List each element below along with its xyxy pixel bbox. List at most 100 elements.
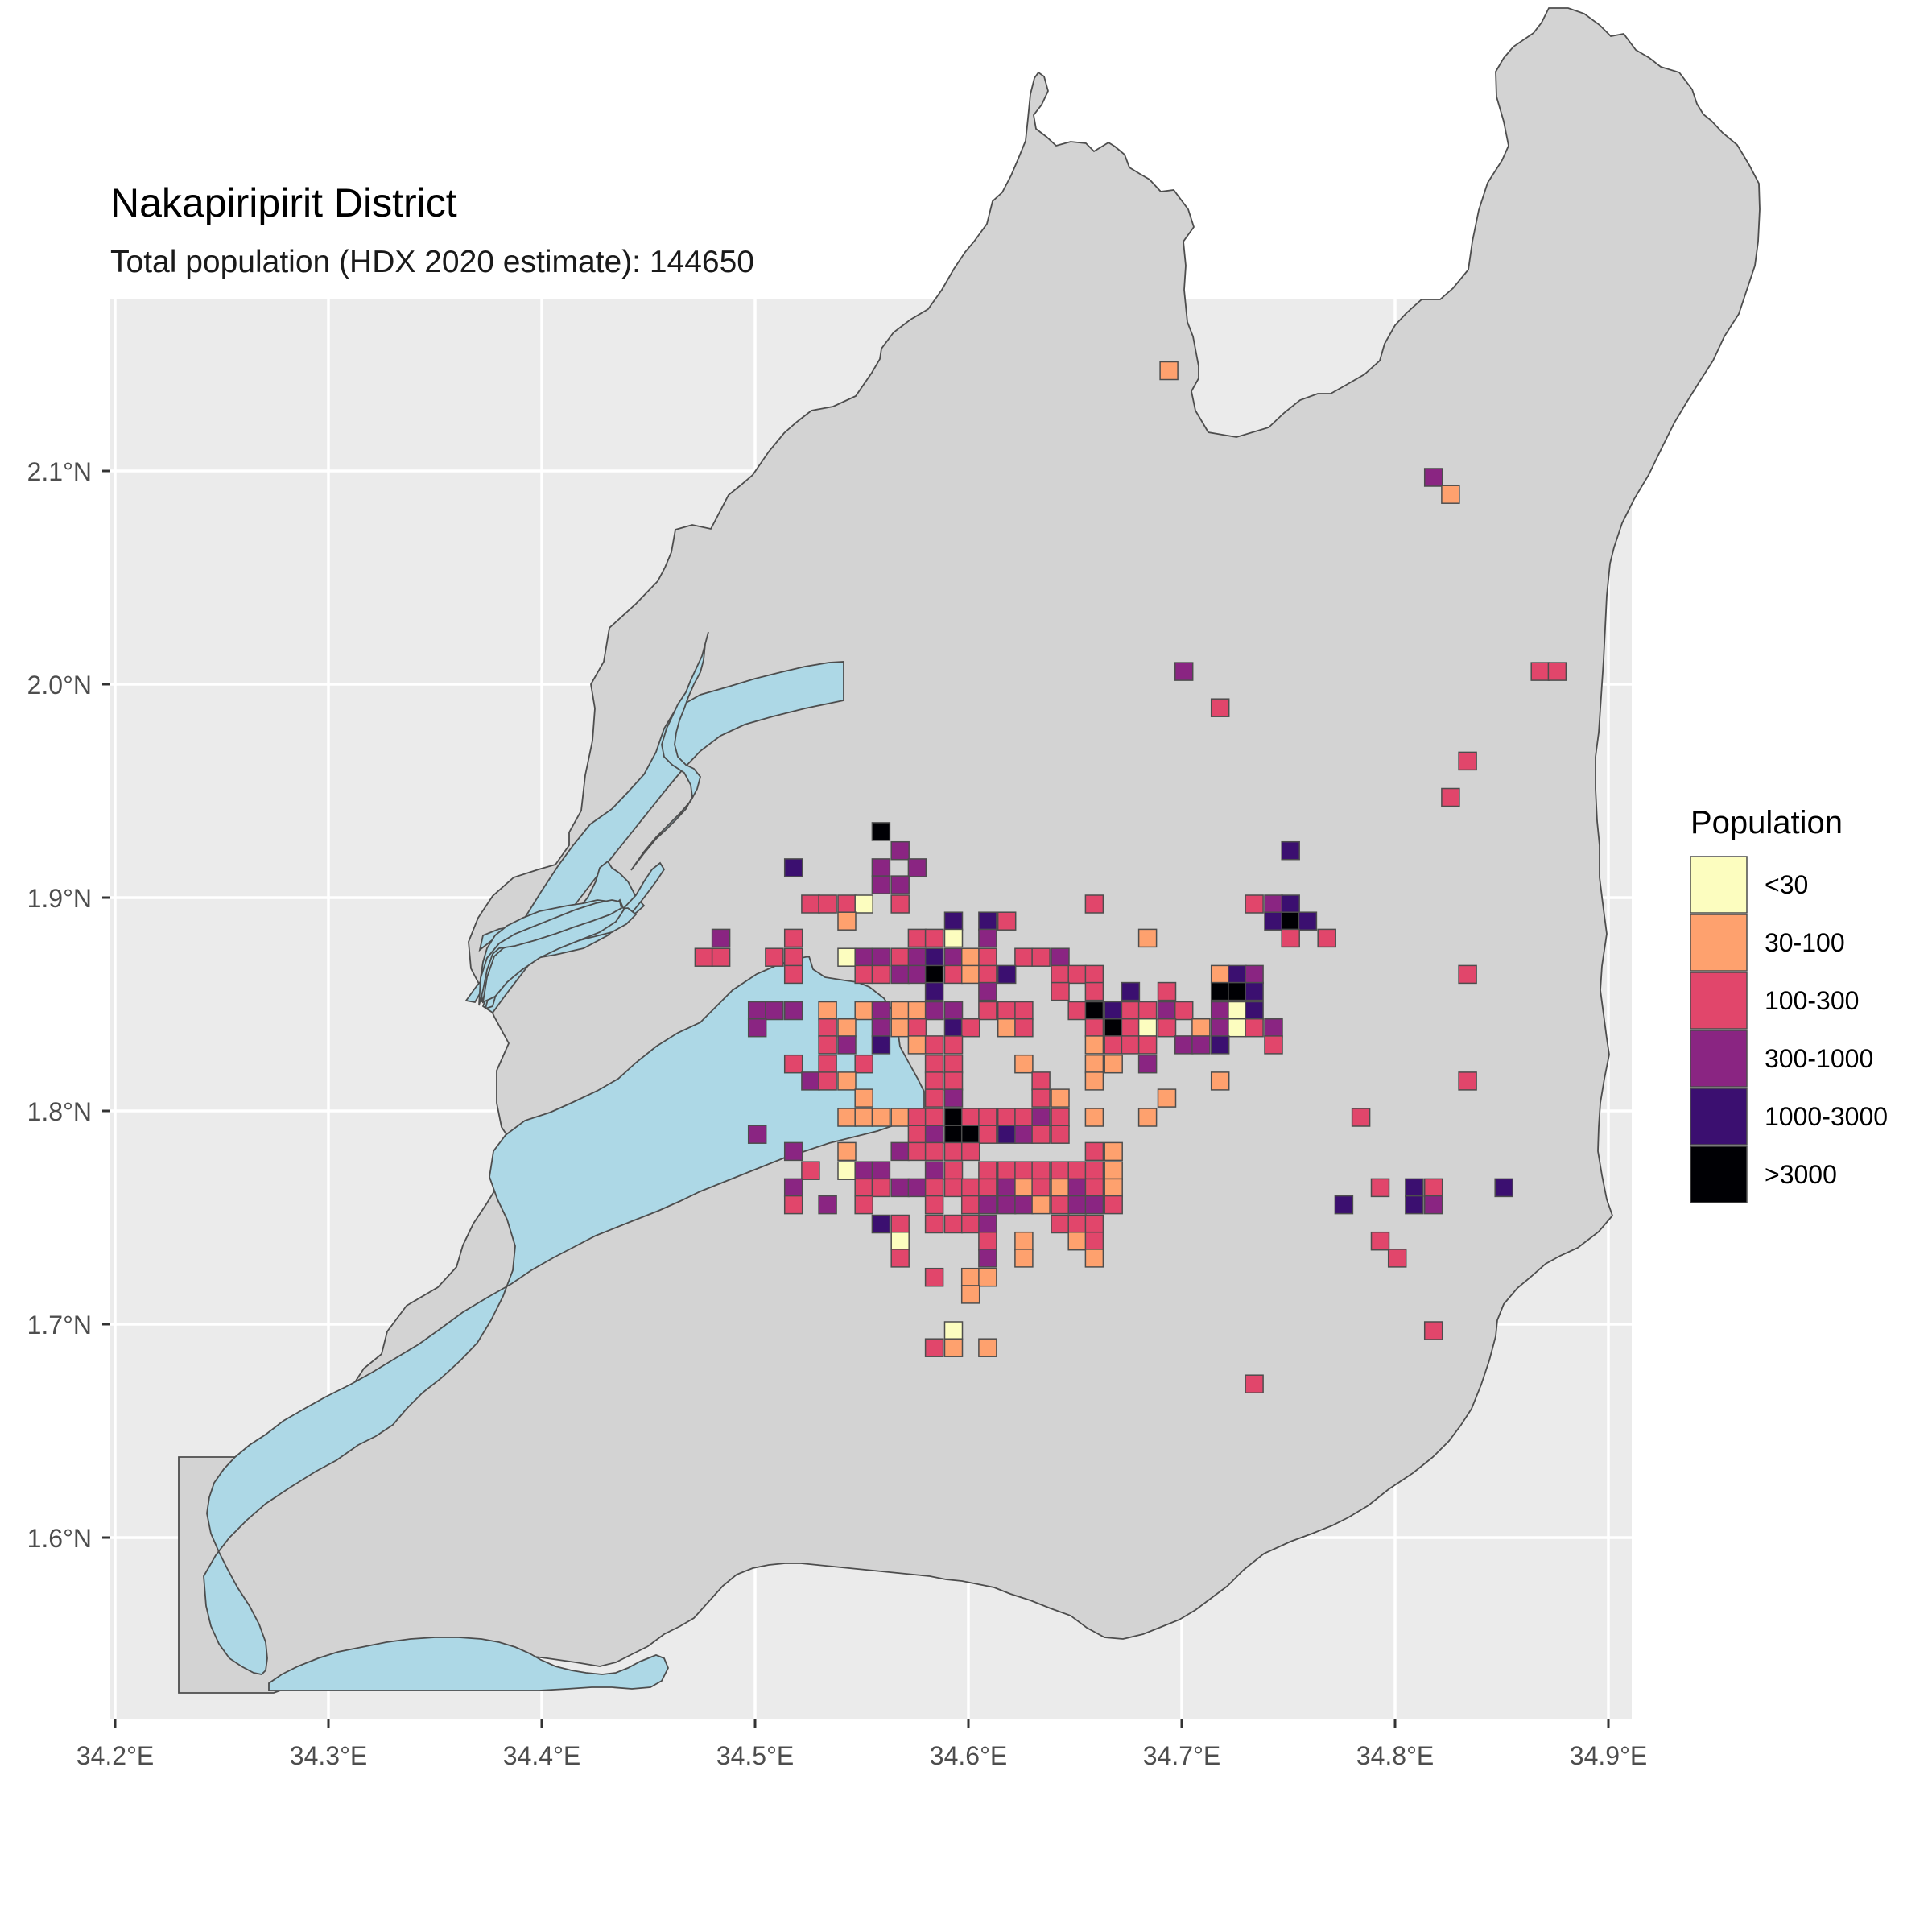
population-cell bbox=[1031, 947, 1051, 967]
population-cell bbox=[1423, 1178, 1443, 1198]
population-cell bbox=[978, 1178, 997, 1198]
population-cell bbox=[1104, 1141, 1123, 1162]
population-cell bbox=[1031, 1161, 1051, 1180]
x-tick-label: 34.8°E bbox=[1356, 1741, 1434, 1770]
population-cell bbox=[871, 1161, 891, 1180]
population-cell bbox=[907, 1125, 927, 1144]
x-tick-label: 34.9°E bbox=[1570, 1741, 1647, 1770]
population-cell bbox=[1157, 1018, 1177, 1038]
x-tick-label: 34.5°E bbox=[716, 1741, 794, 1770]
population-cell bbox=[1370, 1178, 1390, 1198]
population-cell bbox=[924, 964, 944, 985]
population-cell bbox=[997, 1195, 1017, 1215]
population-cell bbox=[1159, 361, 1179, 381]
population-cell bbox=[871, 1108, 891, 1127]
population-cell bbox=[1245, 1001, 1264, 1021]
population-cell bbox=[1264, 894, 1283, 914]
population-cell bbox=[1245, 1018, 1264, 1038]
legend-label: >3000 bbox=[1765, 1160, 1837, 1189]
population-cell bbox=[978, 1249, 997, 1268]
population-cell bbox=[978, 1001, 997, 1021]
population-cell bbox=[1157, 1001, 1177, 1021]
population-cell bbox=[1228, 1018, 1247, 1038]
population-cell bbox=[854, 1088, 873, 1108]
population-cell bbox=[890, 1108, 910, 1127]
population-cell bbox=[1298, 911, 1318, 931]
population-cell bbox=[837, 1108, 857, 1127]
population-cell bbox=[960, 964, 980, 985]
population-cell bbox=[978, 1125, 997, 1144]
population-cell bbox=[978, 947, 997, 967]
legend-swatch bbox=[1690, 1088, 1748, 1146]
population-cell bbox=[1031, 1195, 1051, 1215]
population-cell bbox=[1264, 1035, 1283, 1055]
population-cell bbox=[924, 1108, 944, 1127]
legend-label: 30-100 bbox=[1765, 928, 1845, 957]
population-cell bbox=[943, 1321, 964, 1340]
population-cell bbox=[1191, 1018, 1211, 1038]
population-cell bbox=[1423, 468, 1443, 487]
population-cell bbox=[1137, 1018, 1158, 1038]
population-cell bbox=[1051, 981, 1070, 1001]
population-cell bbox=[997, 1018, 1017, 1038]
population-cell bbox=[1281, 840, 1300, 861]
population-cell bbox=[907, 1141, 927, 1162]
population-cell bbox=[943, 1125, 964, 1144]
population-cell bbox=[997, 1108, 1017, 1127]
population-cell bbox=[1210, 981, 1230, 1001]
population-cell bbox=[801, 1161, 820, 1180]
population-cell bbox=[818, 1195, 837, 1215]
population-cell bbox=[907, 947, 927, 967]
population-cell bbox=[943, 1338, 964, 1357]
population-cell bbox=[1084, 1108, 1104, 1127]
x-tick-label: 34.6°E bbox=[930, 1741, 1007, 1770]
y-tick-label: 1.8°N bbox=[27, 1097, 92, 1126]
population-cell bbox=[1084, 1141, 1104, 1162]
population-cell bbox=[837, 1161, 857, 1180]
population-cell bbox=[978, 981, 997, 1001]
population-cell bbox=[1405, 1178, 1424, 1198]
population-cell bbox=[1405, 1195, 1424, 1215]
population-cell bbox=[1334, 1195, 1354, 1215]
population-cell bbox=[1084, 1161, 1104, 1180]
population-cell bbox=[924, 1214, 944, 1234]
population-cell bbox=[871, 858, 891, 877]
population-cell bbox=[783, 947, 803, 967]
population-cell bbox=[1051, 1195, 1070, 1215]
map-title: Nakapiripirit District bbox=[110, 180, 457, 225]
population-cell bbox=[854, 1195, 873, 1215]
population-cell bbox=[1051, 1088, 1070, 1108]
population-cell bbox=[907, 1178, 927, 1198]
population-cell bbox=[960, 1195, 980, 1215]
population-cell bbox=[1370, 1231, 1390, 1251]
population-cell bbox=[1441, 787, 1460, 807]
population-cell bbox=[907, 1035, 927, 1055]
population-cell bbox=[1014, 1108, 1034, 1127]
population-cell bbox=[907, 964, 927, 985]
population-cell bbox=[890, 1231, 910, 1251]
population-cell bbox=[943, 1108, 964, 1127]
population-cell bbox=[978, 928, 997, 948]
population-cell bbox=[871, 1214, 891, 1234]
population-cell bbox=[1121, 1018, 1141, 1038]
population-cell bbox=[871, 822, 891, 841]
population-cell bbox=[1031, 1071, 1051, 1091]
population-cell bbox=[747, 1001, 767, 1021]
population-cell bbox=[1084, 1249, 1104, 1268]
population-cell bbox=[871, 1178, 891, 1198]
population-cell bbox=[943, 911, 964, 931]
population-cell bbox=[943, 964, 964, 985]
population-cell bbox=[1104, 1178, 1123, 1198]
population-cell bbox=[978, 1195, 997, 1215]
population-cell bbox=[854, 1054, 873, 1074]
population-cell bbox=[1530, 662, 1550, 681]
population-cell bbox=[1245, 981, 1264, 1001]
population-cell bbox=[818, 1035, 837, 1055]
population-cell bbox=[1014, 1125, 1034, 1144]
population-cell bbox=[801, 894, 820, 914]
population-cell bbox=[907, 1018, 927, 1038]
x-tick-label: 34.3°E bbox=[290, 1741, 367, 1770]
population-cell bbox=[1031, 1125, 1051, 1144]
population-cell bbox=[1137, 928, 1158, 948]
population-cell bbox=[1051, 947, 1070, 967]
